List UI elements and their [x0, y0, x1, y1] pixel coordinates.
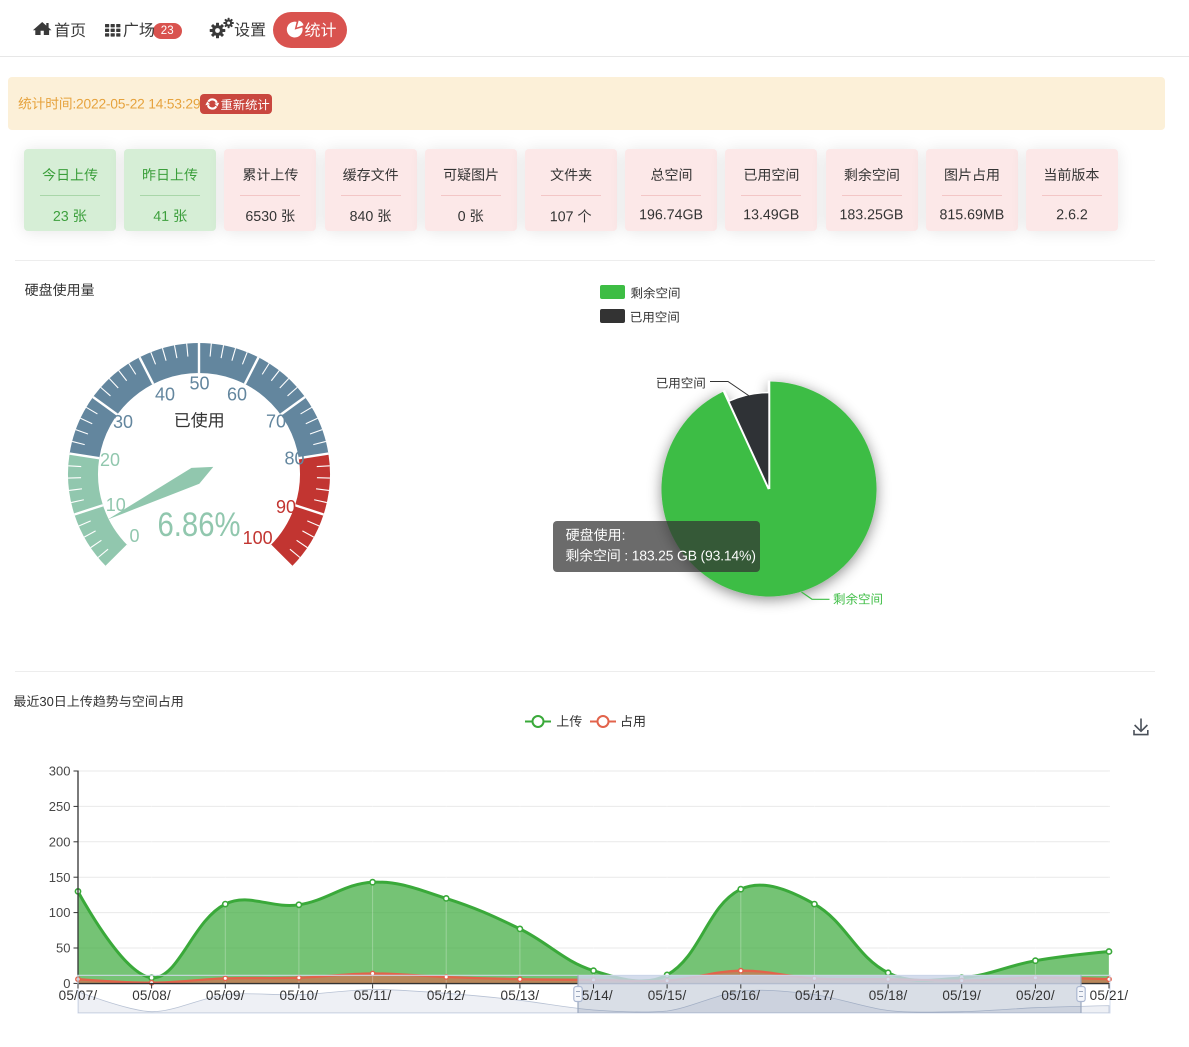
svg-text:05/08/: 05/08/ — [132, 988, 171, 1003]
svg-text:0: 0 — [129, 526, 139, 546]
svg-text:10: 10 — [106, 495, 126, 515]
svg-text:6.86%: 6.86% — [158, 506, 241, 544]
svg-text:05/11/: 05/11/ — [354, 988, 392, 1003]
svg-text:80: 80 — [284, 449, 304, 469]
svg-text:60: 60 — [227, 385, 247, 405]
svg-text:0: 0 — [63, 976, 70, 991]
svg-text:05/16/: 05/16/ — [721, 988, 760, 1003]
svg-text:05/20/: 05/20/ — [1016, 988, 1055, 1003]
svg-text:100: 100 — [243, 528, 273, 548]
svg-text:05/14/: 05/14/ — [574, 988, 613, 1003]
svg-text:05/13/: 05/13/ — [501, 988, 540, 1003]
svg-text:300: 300 — [49, 764, 71, 779]
svg-text:05/10/: 05/10/ — [280, 988, 319, 1003]
svg-text:23: 23 — [161, 25, 174, 37]
svg-text:90: 90 — [276, 497, 296, 517]
svg-text:50: 50 — [56, 941, 70, 956]
svg-text:40: 40 — [155, 385, 175, 405]
svg-text:20: 20 — [100, 450, 120, 470]
svg-text:150: 150 — [49, 870, 71, 885]
svg-text:05/21/: 05/21/ — [1090, 988, 1129, 1003]
svg-text:05/07/: 05/07/ — [59, 988, 98, 1003]
svg-text:70: 70 — [266, 412, 286, 432]
svg-text:05/15/: 05/15/ — [648, 988, 687, 1003]
svg-text:05/19/: 05/19/ — [942, 988, 981, 1003]
svg-text:100: 100 — [49, 905, 71, 920]
svg-text:250: 250 — [49, 799, 71, 814]
svg-text:50: 50 — [189, 374, 209, 394]
svg-text:05/18/: 05/18/ — [869, 988, 908, 1003]
svg-text:05/09/: 05/09/ — [206, 988, 245, 1003]
svg-text:30: 30 — [113, 412, 133, 432]
svg-text:05/12/: 05/12/ — [427, 988, 466, 1003]
svg-text:200: 200 — [49, 834, 71, 849]
svg-text:05/17/: 05/17/ — [795, 988, 834, 1003]
